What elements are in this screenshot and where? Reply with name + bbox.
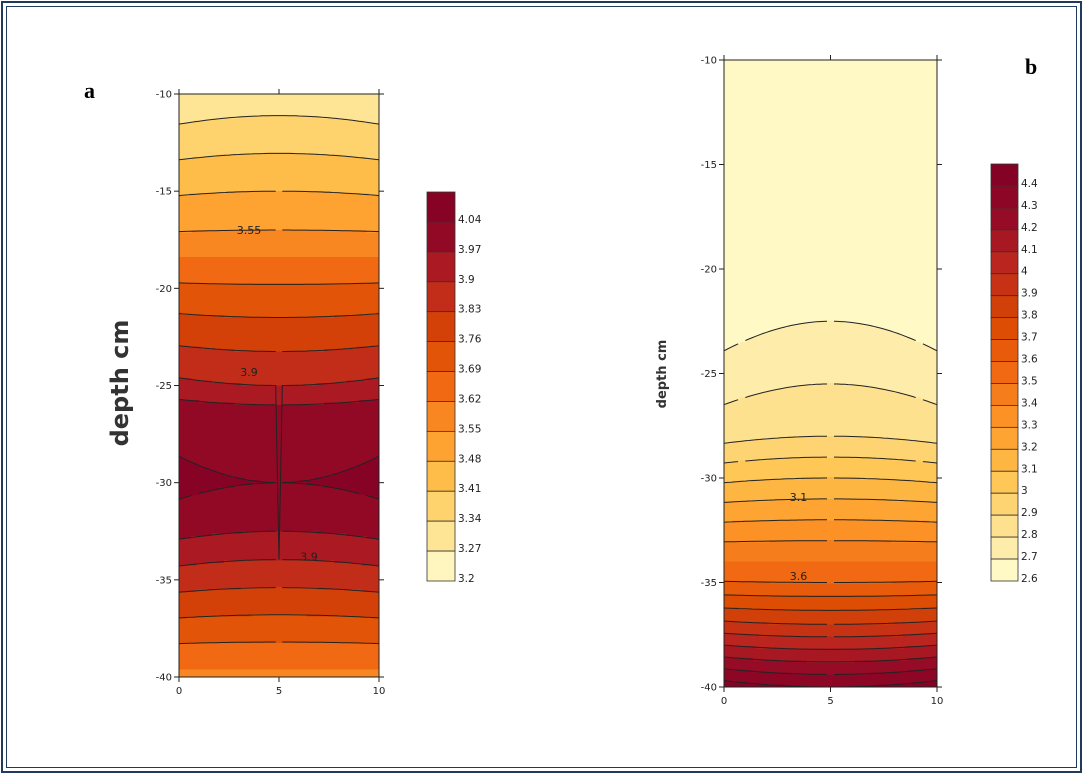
colorbar-swatch [991,296,1018,318]
contour-label: 3.9 [240,366,258,379]
colorbar-swatch [991,274,1018,296]
colorbar-label: 2.9 [1021,507,1038,519]
y-tick-label: -15 [156,187,172,198]
colorbar-swatch [991,164,1018,186]
x-tick-label: 0 [176,686,182,697]
colorbar-label: 3.97 [458,244,481,256]
colorbar-label: 3.83 [458,304,481,316]
colorbar-swatch [427,491,455,521]
colorbar-swatch [427,401,455,431]
x-tick-label: 5 [827,696,833,707]
colorbar-swatch [991,449,1018,471]
colorbar-label: 3.76 [458,334,482,346]
colorbar-swatch [427,521,455,551]
y-tick-label: -25 [156,381,172,392]
contour-plot-a: -10 -15 -20 -25 -30 -35 -40 0 5 10 depth cm 3.55 3.9… [106,89,482,697]
colorbar-label: 3.69 [458,364,481,376]
colorbar-b: 4.4 4.3 4.2 4.1 4 3.9 3.8 3.7 3.6 3.5 3.4 3.3 3.2 3.1… [991,164,1038,585]
x-tick-label: 10 [373,686,386,697]
y-tick-label: -25 [701,369,717,380]
y-tick-label: -20 [156,284,172,295]
colorbar-swatch [427,372,455,402]
y-tick-label: -15 [701,160,717,171]
colorbar-swatch [991,252,1018,274]
colorbar-label: 4.3 [1021,200,1038,212]
colorbar-swatch [991,208,1018,230]
colorbar-swatch [427,312,455,342]
colorbar-swatch [991,559,1018,581]
colorbar-label: 3.55 [458,423,481,435]
contour-label: 3.1 [790,491,808,504]
colorbar-label: 2.7 [1021,551,1038,563]
y-tick-label: -20 [701,265,717,276]
colorbar-swatch [991,186,1018,208]
colorbar-label: 4.2 [1021,222,1038,234]
colorbar-swatch [427,282,455,312]
colorbar-swatch [991,362,1018,384]
y-tick-label: -35 [156,575,172,586]
colorbar-label: 3.48 [458,453,481,465]
colorbar-swatch [991,493,1018,515]
y-tick-label: -30 [156,478,172,489]
x-tick-label: 0 [721,696,727,707]
colorbar-label: 2.6 [1021,573,1038,585]
contour-fill-b [724,60,938,688]
colorbar-swatch [427,342,455,372]
colorbar-label: 4.04 [458,214,482,226]
colorbar-label: 3.7 [1021,332,1038,344]
y-tick-label: -30 [701,474,717,485]
colorbar-label: 3.3 [1021,419,1038,431]
contour-label: 3.9 [300,551,318,564]
colorbar-label: 3.2 [458,573,475,585]
colorbar-label: 3.6 [1021,354,1038,366]
y-tick-label: -10 [701,56,717,67]
colorbar-swatch [991,318,1018,340]
colorbar-label: 3.9 [1021,288,1038,300]
y-tick-label: -10 [156,90,172,101]
colorbar-label: 3.27 [458,543,481,555]
colorbar-swatch [427,252,455,282]
colorbar-swatch [427,222,455,252]
colorbar-label: 4.4 [1021,178,1038,190]
colorbar-label: 3.5 [1021,375,1038,387]
contour-label: 3.55 [237,224,262,237]
colorbar-swatch [427,551,455,581]
colorbar-a: 4.04 3.97 3.9 3.83 3.76 3.69 3.62 3.55 3.48 3.41 3… [427,192,482,585]
colorbar-swatch [991,230,1018,252]
colorbar-label: 3.41 [458,483,481,495]
colorbar-label: 3.4 [1021,397,1038,409]
y-tick-label: -40 [156,673,172,684]
colorbar-swatch [427,461,455,491]
colorbar-label: 3.9 [458,274,475,286]
colorbar-label: 3.1 [1021,463,1038,475]
colorbar-swatch [991,537,1018,559]
colorbar-swatch [427,431,455,461]
y-axis-label-b: depth cm [655,340,670,409]
colorbar-swatch [991,383,1018,405]
y-tick-label: -35 [701,578,717,589]
x-tick-label: 5 [276,686,282,697]
y-axis-label-a: depth cm [106,320,134,447]
colorbar-label: 3.34 [458,513,482,525]
x-tick-label: 10 [931,696,944,707]
colorbar-label: 3.8 [1021,310,1038,322]
colorbar-swatch [427,192,455,222]
colorbar-label: 4.1 [1021,244,1038,256]
colorbar-label: 3.62 [458,393,481,405]
colorbar-swatch [991,471,1018,493]
colorbar-swatch [991,340,1018,362]
colorbar-swatch [991,515,1018,537]
colorbar-swatch [991,405,1018,427]
colorbar-label: 3.2 [1021,441,1038,453]
colorbar-label: 3 [1021,485,1028,497]
colorbar-label: 4 [1021,266,1028,278]
y-tick-label: -40 [701,683,717,694]
contour-label: 3.6 [790,570,808,583]
colorbar-label: 2.8 [1021,529,1038,541]
colorbar-swatch [991,427,1018,449]
